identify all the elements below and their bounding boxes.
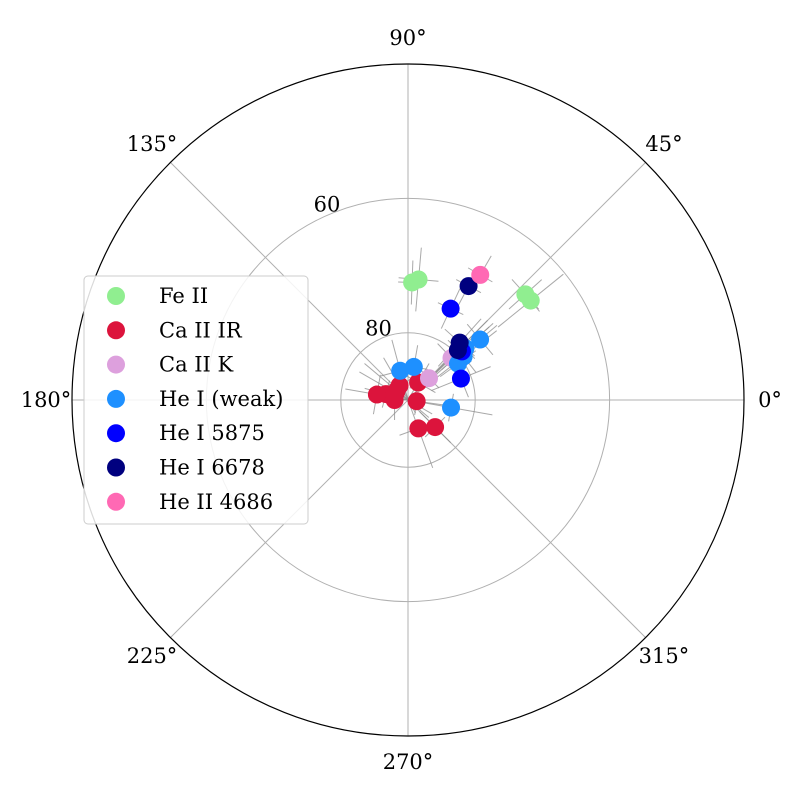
theta-tick-label: 90°: [389, 26, 426, 50]
legend-marker: [107, 424, 125, 443]
data-point: [451, 369, 470, 388]
data-point: [404, 357, 423, 376]
legend-label: Ca II IR: [159, 318, 243, 342]
theta-tick-label: 135°: [127, 132, 178, 156]
tick-labels: 0° 45° 90° 135° 180° 225° 270° 315° 80 60: [21, 26, 782, 774]
data-points: [367, 265, 540, 438]
data-point: [441, 299, 460, 318]
data-point: [367, 385, 386, 404]
legend-label: Ca II K: [159, 353, 234, 377]
data-point: [516, 285, 535, 304]
theta-tick-label: 0°: [758, 388, 782, 412]
legend-marker: [107, 492, 125, 511]
data-point: [391, 361, 410, 380]
polar-frame: [71, 63, 745, 737]
legend-marker: [107, 287, 125, 305]
data-point: [471, 330, 490, 349]
data-point: [409, 419, 428, 438]
legend-label: He I 6678: [159, 456, 265, 480]
data-point: [442, 398, 461, 417]
legend-marker: [107, 389, 125, 408]
legend-marker: [107, 321, 125, 340]
data-point: [407, 392, 426, 411]
theta-tick-label: 270°: [383, 750, 434, 774]
data-point: [420, 369, 439, 388]
data-point: [459, 277, 478, 296]
theta-tick-label: 180°: [21, 388, 72, 412]
legend-marker: [107, 355, 125, 374]
theta-tick-label: 45°: [645, 132, 682, 156]
legend-label: He II 4686: [159, 490, 273, 514]
r-gridline: [340, 332, 476, 468]
theta-tick-label: 315°: [639, 644, 690, 668]
data-point: [471, 265, 490, 284]
legend-label: He I (weak): [159, 387, 283, 411]
theta-tick-label: 225°: [127, 644, 178, 668]
r-tick-label: 80: [365, 317, 392, 341]
data-point: [409, 270, 428, 289]
data-point: [386, 383, 405, 402]
legend-box: [83, 275, 309, 525]
data-point: [426, 418, 445, 437]
data-point: [448, 341, 467, 360]
r-tick-label: 60: [314, 193, 341, 217]
legend-marker: [107, 458, 125, 477]
legend: Fe II Ca II IR Ca II K He I (weak) He I 5875…: [83, 275, 309, 525]
legend-label: Fe II: [159, 284, 208, 308]
legend-label: He I 5875: [159, 421, 265, 445]
